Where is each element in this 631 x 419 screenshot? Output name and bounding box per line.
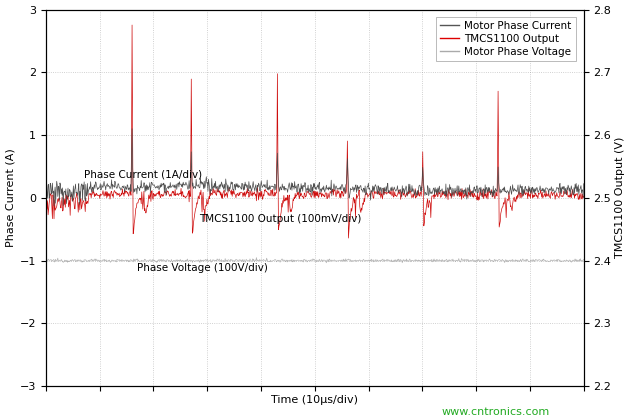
Legend: Motor Phase Current, TMCS1100 Output, Motor Phase Voltage: Motor Phase Current, TMCS1100 Output, Mo…	[436, 17, 575, 61]
Y-axis label: Phase Current (A): Phase Current (A)	[6, 148, 16, 247]
Y-axis label: TMCS1100 Output (V): TMCS1100 Output (V)	[615, 137, 625, 259]
Text: Phase Current (1A/div): Phase Current (1A/div)	[83, 169, 202, 179]
X-axis label: Time (10μs/div): Time (10μs/div)	[271, 395, 358, 405]
Text: www.cntronics.com: www.cntronics.com	[442, 407, 550, 417]
Text: TMCS1100 Output (100mV/div): TMCS1100 Output (100mV/div)	[199, 214, 362, 224]
Text: Phase Voltage (100V/div): Phase Voltage (100V/div)	[138, 263, 268, 273]
